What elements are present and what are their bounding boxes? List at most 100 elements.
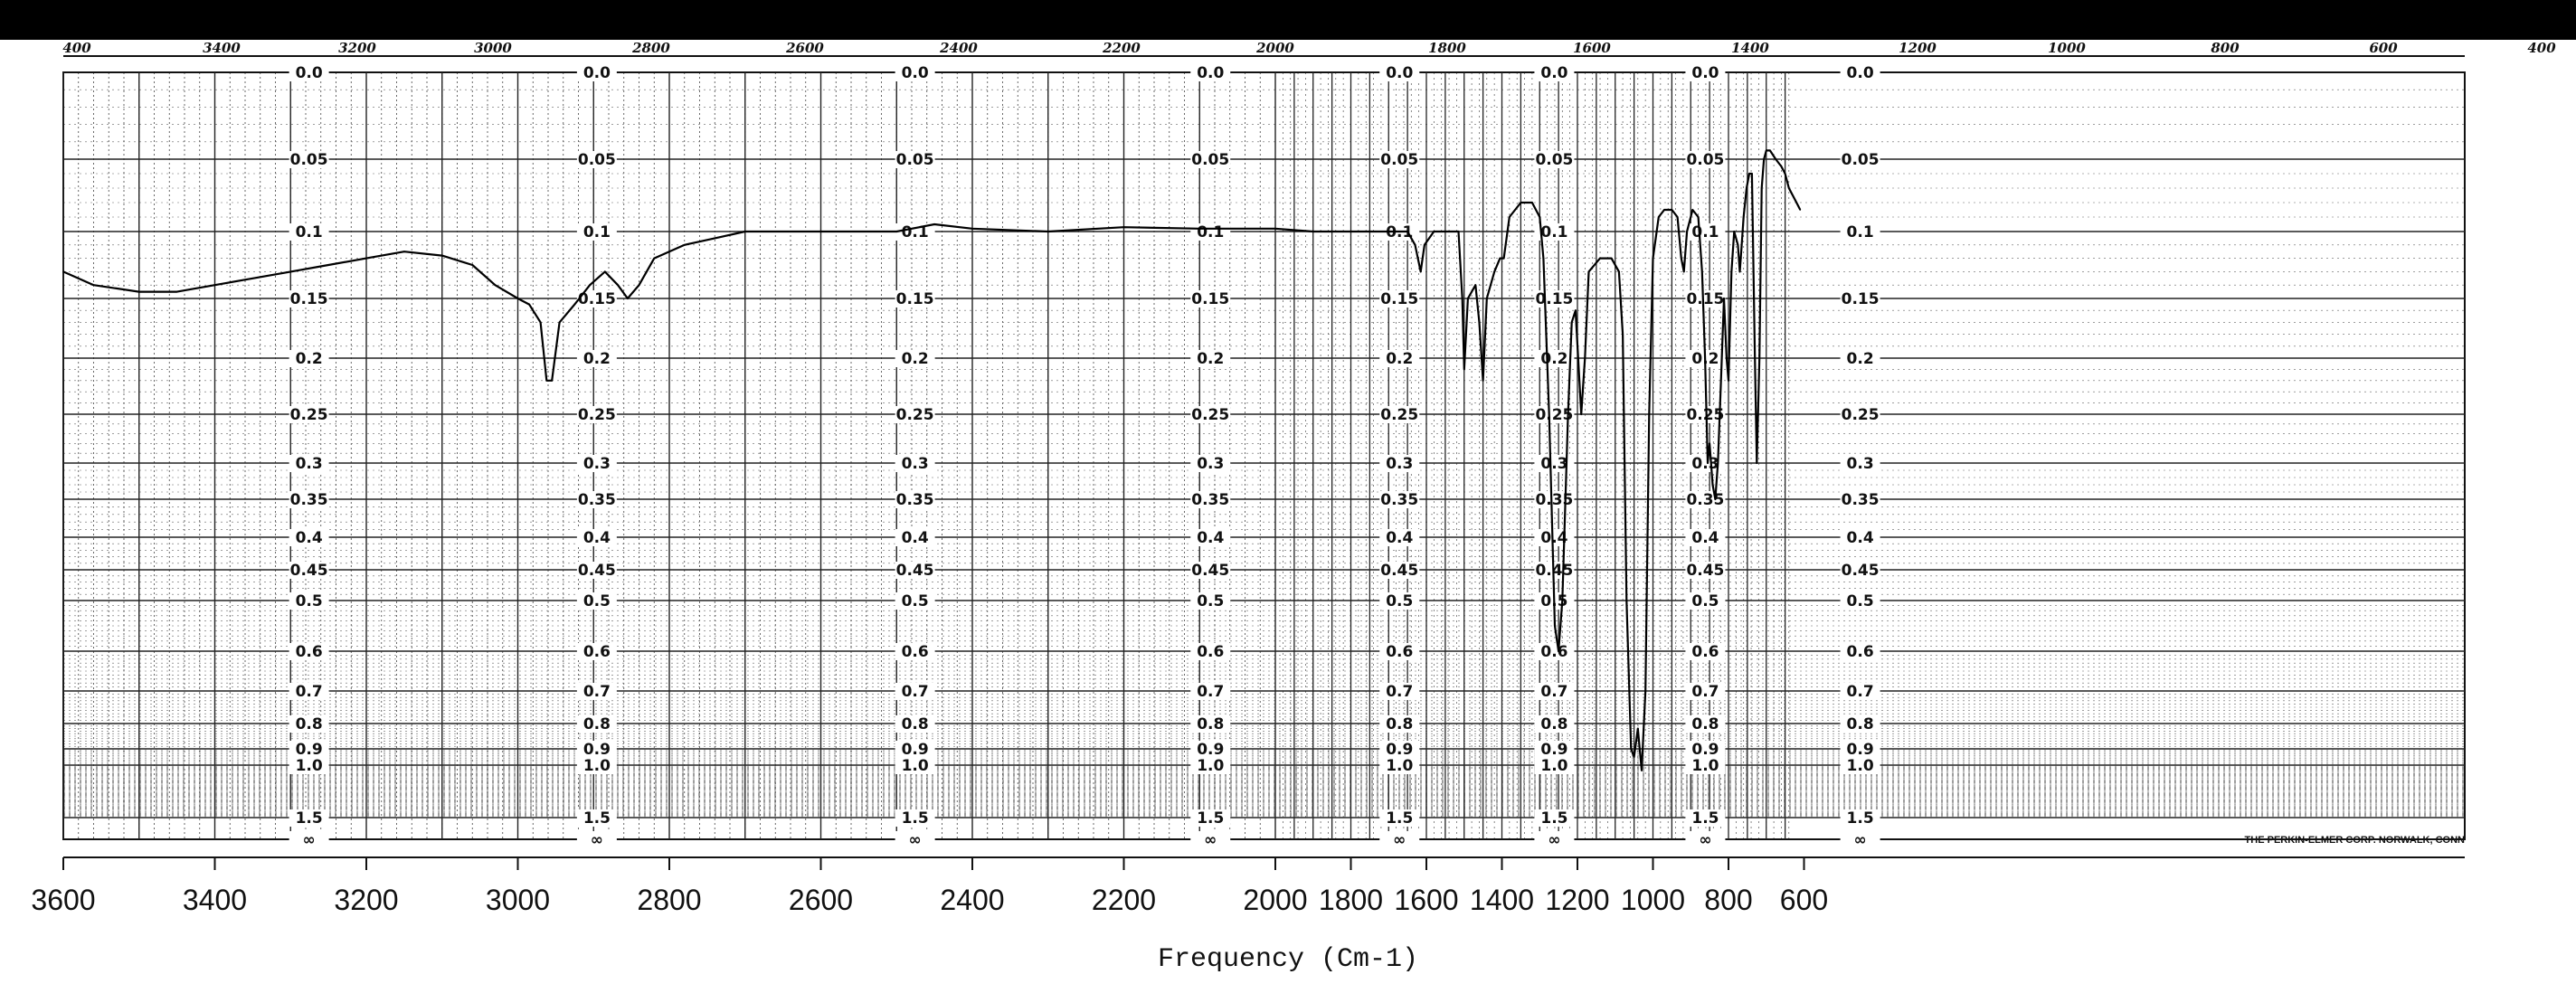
spectrum-point <box>933 223 935 225</box>
spectrum-point <box>895 231 898 232</box>
abs-scale-label-bg <box>1840 757 1880 774</box>
spectrum-point <box>1737 244 1739 246</box>
abs-scale-label-bg <box>895 809 935 827</box>
abs-scale-label: 0.2 <box>1540 350 1567 368</box>
abs-scale-label: 0.15 <box>290 290 328 308</box>
abs-scale-label-bg <box>1685 715 1726 733</box>
abs-scale-label-bg <box>1840 64 1880 81</box>
abs-scale-label-bg <box>289 64 329 81</box>
abs-scale-label: ∞ <box>1204 831 1217 849</box>
x-tick-label: 3400 <box>183 884 247 916</box>
abs-scale-label-bg <box>895 406 935 423</box>
abs-scale-label-bg <box>1840 223 1880 241</box>
spectrum-line <box>62 149 1802 771</box>
abs-scale-label: 1.0 <box>1386 757 1413 775</box>
spectrum-point <box>516 298 519 299</box>
spectrum-point <box>1681 257 1682 260</box>
abs-scale-label: 0.35 <box>1380 491 1418 509</box>
top-scale-label: 1400 <box>1731 40 1769 56</box>
abs-scale-label-bg <box>1534 223 1575 241</box>
abs-scale-label-bg <box>576 455 617 472</box>
abs-scale-label: 0.3 <box>583 455 611 473</box>
spectrum-point <box>1312 231 1314 232</box>
abs-scale-label: 0.25 <box>1380 406 1418 424</box>
abs-scale-label: 0.6 <box>296 643 323 661</box>
abs-scale-label: 0.15 <box>1842 290 1880 308</box>
top-scale-label: 1600 <box>1573 40 1611 56</box>
spectrum-point <box>1717 462 1719 464</box>
abs-scale-label-bg <box>576 831 617 848</box>
abs-scale-label-bg <box>895 290 935 308</box>
abs-scale-label: 0.3 <box>1540 455 1567 473</box>
spectrum-point <box>1799 209 1802 211</box>
top-scale-label: 600 <box>2369 40 2398 56</box>
abs-scale-label-bg <box>895 64 935 81</box>
abs-scale-label-bg <box>1190 491 1231 508</box>
abs-scale-label: 0.5 <box>1847 592 1874 610</box>
abs-scale-label-bg <box>895 350 935 367</box>
abs-scale-label: 0.3 <box>1691 455 1719 473</box>
spectrum-point <box>551 380 553 382</box>
plot-frame <box>62 71 2466 840</box>
spectrum-point <box>1760 187 1763 189</box>
top-scale-label: 3400 <box>203 40 241 56</box>
abs-scale-label: 0.7 <box>1847 683 1874 701</box>
abs-scale-label-bg <box>1190 290 1231 308</box>
spectrum-point <box>684 244 686 246</box>
abs-scale-label: 0.9 <box>1540 741 1567 759</box>
abs-scale-label-bg <box>1840 592 1880 610</box>
abs-scale-label-bg <box>1840 809 1880 827</box>
top-scale-label: 2600 <box>785 40 824 56</box>
abs-scale-label: 0.6 <box>1540 643 1567 661</box>
abs-scale-label: 0.45 <box>1686 562 1724 580</box>
abs-scale-label-bg <box>1379 683 1420 700</box>
abs-scale-label: 0.45 <box>1191 562 1229 580</box>
abs-scale-label-bg <box>289 290 329 308</box>
abs-scale-label-bg <box>1840 350 1880 367</box>
abs-scale-label-bg <box>576 592 617 610</box>
abs-scale-label: 0.5 <box>296 592 323 610</box>
spectrum-point <box>1637 727 1639 730</box>
abs-scale-label: 0.05 <box>1686 151 1724 169</box>
abs-scale-label: 0.1 <box>1691 223 1719 241</box>
abs-scale-label-bg <box>1685 592 1726 610</box>
spectrum-point <box>1622 333 1624 336</box>
abs-scale-label: 0.4 <box>902 529 929 547</box>
abs-scale-label-bg <box>1840 151 1880 168</box>
top-scale-label: 2200 <box>1102 40 1141 56</box>
abs-scale-label: 0.35 <box>1191 491 1229 509</box>
abs-scale-label-bg <box>1685 741 1726 758</box>
spectrum-point <box>1122 226 1125 228</box>
spectrum-point <box>539 321 542 324</box>
abs-scale-label: 0.8 <box>296 715 323 733</box>
spectrum-point <box>1704 357 1706 359</box>
abs-scale-label-bg <box>1379 350 1420 367</box>
abs-scale-label: 0.0 <box>1386 64 1413 82</box>
abs-scale-label: 0.0 <box>1847 64 1874 82</box>
abs-scale-label: 1.5 <box>1691 809 1719 828</box>
spectrum-point <box>1457 231 1460 232</box>
abs-scale-label-bg <box>1190 683 1231 700</box>
abs-scale-label: 1.0 <box>296 757 323 775</box>
spectrum-point <box>1630 748 1633 750</box>
spectrum-point <box>1788 187 1790 189</box>
spectrum-point <box>1463 368 1465 371</box>
abs-scale-label-bg <box>289 757 329 774</box>
abs-scale-label-bg <box>1534 741 1575 758</box>
abs-scale-label: 0.05 <box>1380 151 1418 169</box>
spectrum-point <box>1691 209 1694 211</box>
abs-scale-label: 0.2 <box>902 350 929 368</box>
abs-scale-label-bg <box>1685 290 1726 308</box>
abs-scale-label-bg <box>289 350 329 367</box>
spectrum-point <box>1478 321 1481 324</box>
abs-scale-label: 0.2 <box>583 350 611 368</box>
spectrum-point <box>1733 231 1736 232</box>
abs-scale-label-bg <box>289 831 329 848</box>
spectrum-point <box>1461 298 1463 299</box>
abs-scale-label-bg <box>1190 741 1231 758</box>
abs-scale-label: 0.35 <box>578 491 616 509</box>
abs-scale-label-bg <box>1840 715 1880 733</box>
abs-scale-label-bg <box>289 715 329 733</box>
x-tick-label: 2400 <box>940 884 1004 916</box>
abs-scale-label: 0.0 <box>1197 64 1224 82</box>
